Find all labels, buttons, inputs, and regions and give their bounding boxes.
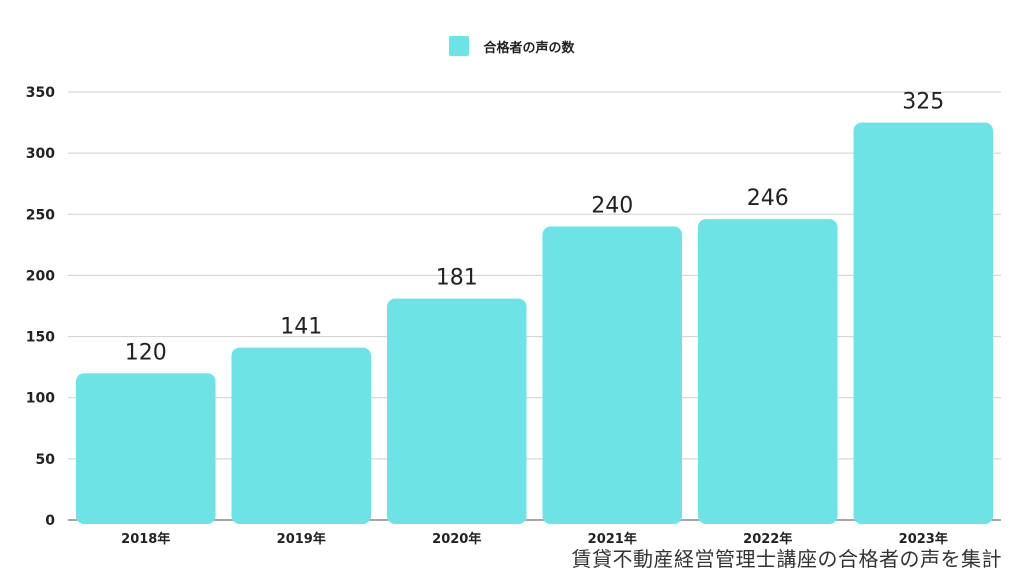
y-tick-label: 0 (45, 513, 55, 529)
legend-label: 合格者の声の数 (483, 40, 575, 56)
x-tick-label: 2019年 (277, 531, 326, 547)
bar (853, 122, 993, 525)
y-tick-label: 100 (26, 391, 55, 407)
y-tick-label: 200 (26, 268, 55, 284)
legend-swatch (449, 36, 470, 56)
x-tick-label: 2022年 (743, 531, 792, 547)
data-label: 240 (591, 194, 633, 219)
x-tick-label: 2023年 (899, 531, 948, 547)
data-label: 246 (747, 186, 789, 211)
data-label: 141 (280, 315, 322, 340)
bar (76, 373, 216, 524)
y-tick-label: 150 (26, 330, 55, 346)
bar (387, 298, 527, 524)
data-label: 325 (902, 90, 944, 115)
bar (542, 226, 682, 524)
bar (231, 347, 371, 524)
data-label: 181 (436, 266, 478, 291)
y-tick-label: 350 (26, 85, 55, 101)
y-tick-label: 50 (36, 452, 56, 468)
x-tick-label: 2020年 (432, 531, 481, 547)
y-tick-label: 300 (26, 146, 55, 162)
x-tick-label: 2021年 (588, 531, 637, 547)
bar (698, 219, 838, 525)
chart-caption: 賃貸不動産経営管理士講座の合格者の声を集計 (571, 547, 1002, 571)
x-tick-label: 2018年 (121, 531, 170, 547)
y-tick-label: 250 (26, 207, 55, 223)
legend: 合格者の声の数 (0, 36, 1024, 56)
data-label: 120 (125, 340, 167, 365)
